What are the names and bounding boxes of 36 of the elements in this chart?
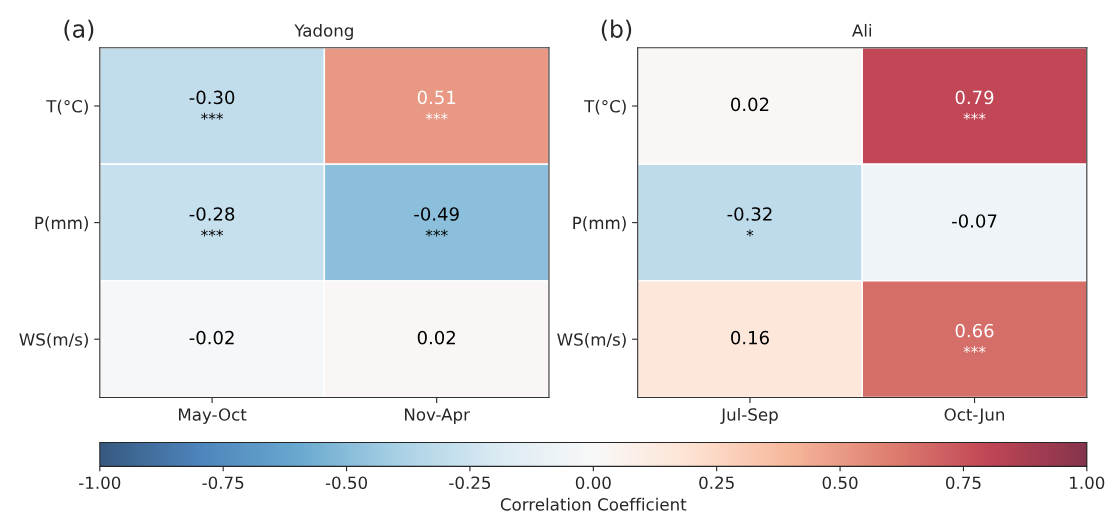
color-bar-title: Correlation Coefficient bbox=[500, 497, 687, 511]
data-label: -0.49 *** bbox=[414, 207, 459, 237]
y-tick-label: P(mm) bbox=[573, 216, 626, 232]
color-bar-label: 0.00 bbox=[575, 476, 611, 490]
data-label: 0.51 *** bbox=[417, 90, 456, 120]
color-bar-label: 1.00 bbox=[1070, 476, 1105, 490]
data-label: 0.02 bbox=[731, 97, 769, 112]
x-tick-label: May-Oct bbox=[179, 408, 247, 425]
y-tick-label: T(°C) bbox=[584, 99, 626, 115]
y-tick-label: P(mm) bbox=[35, 216, 88, 232]
color-bar-label: -1.00 bbox=[79, 476, 121, 490]
color-bar-label: 0.75 bbox=[945, 476, 981, 490]
color-bar-label: -0.75 bbox=[202, 476, 244, 490]
data-label: -0.32 * bbox=[727, 207, 772, 237]
color-bar-label: -0.25 bbox=[449, 476, 491, 490]
color-bar-label: 0.50 bbox=[822, 476, 858, 490]
y-tick-label: WS(m/s) bbox=[557, 332, 626, 348]
text: (a) bbox=[64, 19, 94, 41]
x-tick-label: Oct-Jun bbox=[944, 408, 1005, 424]
y-tick-label: WS(m/s) bbox=[19, 332, 88, 348]
data-label: 0.02 bbox=[417, 330, 455, 345]
data-label: 0.16 bbox=[731, 330, 769, 345]
chart-title: Yadong bbox=[294, 23, 353, 41]
color-bar-label: -0.50 bbox=[325, 476, 368, 490]
x-tick-label: Jul-Sep bbox=[720, 407, 778, 425]
data-label: -0.30 *** bbox=[189, 90, 235, 120]
data-label: -0.28 *** bbox=[189, 207, 235, 237]
y-tick-label: T(°C) bbox=[46, 99, 88, 115]
color-bar-label: 0.25 bbox=[699, 476, 734, 490]
data-label: 0.79 *** bbox=[955, 90, 994, 120]
chart-title: Ali bbox=[852, 23, 872, 37]
x-tick-label: Nov-Apr bbox=[405, 408, 470, 425]
text: (b) bbox=[601, 19, 632, 41]
data-label: -0.07 bbox=[952, 214, 997, 228]
data-label: 0.66 *** bbox=[955, 323, 994, 354]
data-label: -0.02 bbox=[189, 330, 234, 345]
